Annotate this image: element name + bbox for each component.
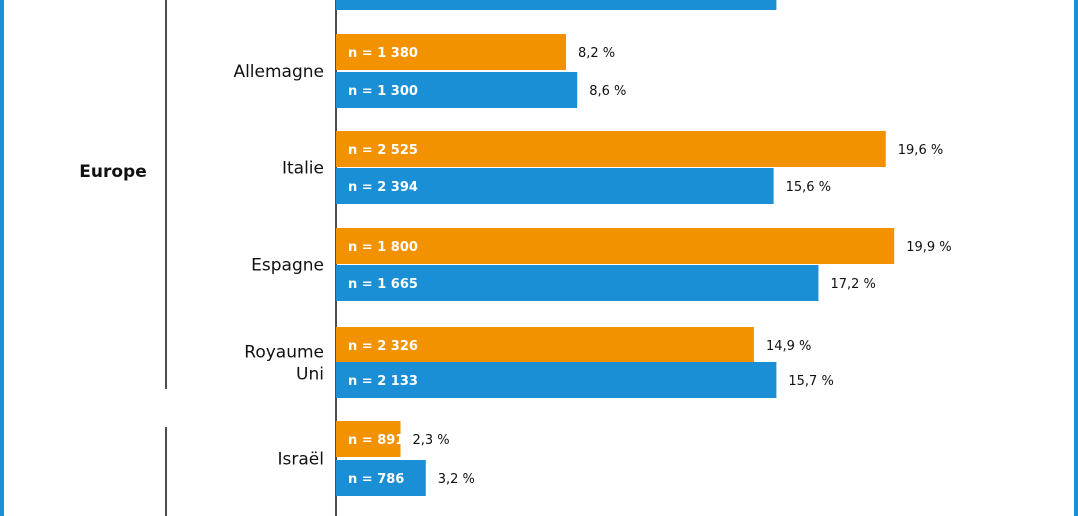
category-label: Italie [282, 159, 324, 179]
bar-value-label: 19,9 % [906, 240, 951, 255]
bar-n-label: n = 1 380 [348, 46, 418, 61]
bar-value-label: 8,6 % [589, 84, 626, 99]
bar-n-label: n = 1 665 [348, 277, 418, 292]
category-label: Israël [278, 450, 324, 470]
category-label: Allemagne [233, 62, 324, 82]
category-label: Espagne [251, 256, 324, 276]
bar-blue-0 [336, 0, 777, 10]
category-label: Royaume Uni [244, 343, 324, 385]
bar-value-label: 2,3 % [413, 433, 450, 448]
bar-blue-3 [336, 265, 819, 301]
bar-orange-5 [336, 421, 401, 457]
bar-n-label: n = 786 [348, 472, 404, 487]
bar-value-label: 17,2 % [830, 277, 875, 292]
bar-value-label: 14,9 % [766, 339, 811, 354]
bar-blue-1 [336, 72, 578, 108]
bar-value-label: 15,7 % [788, 374, 833, 389]
bar-orange-3 [336, 228, 895, 264]
bar-n-label: n = 2 133 [348, 374, 418, 389]
bar-blue-4 [336, 362, 777, 398]
bar-orange-4 [336, 327, 754, 363]
bar-value-label: 8,2 % [578, 46, 615, 61]
bar-orange-2 [336, 131, 886, 167]
bar-value-label: 19,6 % [898, 143, 943, 158]
bar-n-label: n = 1 300 [348, 84, 418, 99]
bar-blue-2 [336, 168, 774, 204]
group-label-europe: Europe [79, 162, 146, 182]
bar-n-label: n = 1 800 [348, 240, 418, 255]
bar-value-label: 3,2 % [438, 472, 475, 487]
bar-n-label: n = 891 [348, 433, 404, 448]
bar-n-label: n = 2 525 [348, 143, 418, 158]
bar-n-label: n = 2 394 [348, 180, 418, 195]
bar-n-label: n = 2 326 [348, 339, 418, 354]
bar-value-label: 15,6 % [786, 180, 831, 195]
bar-blue-5 [336, 460, 426, 496]
bar-orange-1 [336, 34, 567, 70]
